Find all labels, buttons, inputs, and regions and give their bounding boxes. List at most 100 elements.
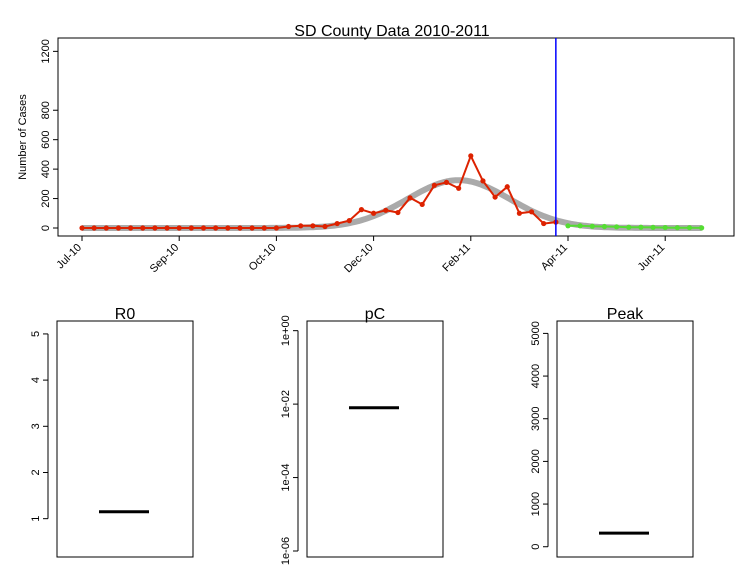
box-y-tick-label: 4: [30, 377, 42, 383]
observed-data-point: [395, 209, 401, 216]
r0-panel: R0 1 2 3 4 5: [30, 306, 194, 558]
main-y-tick-label: 200: [40, 189, 52, 207]
box-y-tick-label: 3000: [530, 406, 542, 430]
future-data-point: [638, 224, 644, 230]
observed-data-point: [176, 225, 182, 231]
main-x-tick-label: Sep-10: [148, 242, 182, 276]
observed-data-point: [164, 225, 170, 231]
main-y-tick-label: 600: [40, 131, 52, 149]
observed-data-point: [261, 225, 267, 231]
observed-data-point: [334, 220, 340, 227]
observed-data-point: [128, 225, 134, 231]
peak-title: Peak: [607, 306, 644, 323]
main-x-tick-label: Jun-11: [636, 242, 668, 274]
future-data-point: [699, 225, 705, 231]
r0-plot-frame: [56, 320, 194, 558]
observed-data-point: [213, 225, 219, 231]
peak-panel: Peak 0 1000 2000 3000 4000 5000: [530, 306, 694, 558]
r0-title: R0: [115, 306, 136, 323]
future-data-point: [614, 224, 620, 230]
box-y-tick-label: 1e+00: [280, 315, 292, 346]
future-data-point: [662, 224, 668, 231]
main-x-tick-label: Dec-10: [342, 242, 376, 276]
observed-data-point: [140, 225, 146, 231]
observed-data-point: [492, 194, 498, 200]
observed-data-point: [541, 220, 547, 227]
main-y-axis-label: Number of Cases: [17, 94, 29, 180]
observed-data-point: [91, 225, 97, 231]
future-data-point: [674, 225, 680, 231]
case-series: [79, 153, 705, 231]
observed-data-point: [456, 185, 462, 191]
future-data-point: [589, 223, 595, 229]
box-y-tick-label: 4000: [530, 364, 542, 388]
observed-data-point: [346, 218, 352, 224]
pc-panel: pC 1e-06 1e-04 1e-02 1e+00: [280, 306, 444, 565]
observed-data-point: [468, 153, 474, 159]
observed-data-point: [200, 225, 207, 231]
r0-y-axis: 1 2 3 4 5: [30, 331, 49, 522]
observed-data-point: [419, 201, 425, 208]
main-y-tick-label: 800: [40, 101, 52, 119]
future-data-point: [626, 224, 632, 230]
main-y-tick-label: 1200: [40, 39, 52, 63]
main-x-tick-label: Oct-10: [247, 242, 279, 274]
peak-plot-frame: [556, 320, 694, 558]
observed-data-point: [480, 178, 486, 184]
observed-data-point: [273, 225, 279, 231]
main-x-axis: Jul-10 Sep-10 Oct-10 Dec-10 Feb-11 Apr-11 Jun-…: [54, 235, 668, 276]
main-y-axis: 0 200 400 600 800 1200: [40, 39, 59, 231]
box-y-tick-label: 1: [30, 516, 42, 522]
box-y-tick-label: 0: [530, 544, 542, 550]
box-y-tick-label: 3: [30, 423, 42, 429]
future-data-point: [686, 225, 693, 231]
future-data-point: [601, 223, 608, 230]
fitted-curve: [82, 177, 702, 231]
observed-data-point: [383, 207, 389, 213]
future-data-point: [577, 223, 583, 229]
box-y-tick-label: 5000: [530, 321, 542, 345]
box-y-tick-label: 1e-02: [280, 390, 292, 418]
main-chart: SD County Data 2010-2011 Number of Cases…: [17, 23, 735, 276]
observed-data-point: [115, 225, 122, 231]
observed-series-line: [82, 153, 557, 229]
future-data-point: [650, 224, 656, 231]
main-y-tick-label: 0: [40, 225, 52, 231]
observed-data-point: [298, 223, 304, 229]
box-y-tick-label: 2000: [530, 449, 542, 473]
fitted-curve-line: [82, 177, 702, 231]
observed-data-point: [431, 182, 437, 188]
observed-data-point: [237, 225, 243, 231]
box-y-tick-label: 2: [30, 469, 42, 475]
box-y-tick-label: 1e-04: [280, 463, 292, 491]
observed-data-point: [152, 225, 158, 231]
main-chart-title: SD County Data 2010-2011: [294, 23, 489, 40]
observed-data-point: [103, 225, 109, 231]
observed-data-point: [407, 195, 413, 201]
observed-data-point: [443, 179, 450, 185]
observed-data-point: [249, 225, 255, 231]
box-y-tick-label: 1000: [530, 492, 542, 516]
observed-data-point: [528, 209, 535, 215]
observed-data-point: [79, 225, 85, 231]
main-x-tick-label: Jul-10: [54, 242, 84, 272]
main-x-tick-label: Feb-11: [440, 242, 473, 275]
pc-plot-frame: [306, 320, 444, 558]
observed-data-point: [225, 225, 231, 231]
observed-data-point: [285, 223, 292, 230]
pc-y-axis: 1e-06 1e-04 1e-02 1e+00: [280, 315, 299, 565]
main-y-tick-label: 400: [40, 160, 52, 178]
observed-data-point: [516, 210, 523, 216]
box-y-tick-label: 5: [30, 331, 42, 337]
observed-data-point: [310, 223, 316, 229]
observed-data-point: [358, 207, 365, 213]
observed-data-point: [322, 223, 328, 230]
observed-data-point: [188, 225, 194, 231]
peak-y-axis: 0 1000 2000 3000 4000 5000: [530, 321, 549, 550]
future-data-point: [565, 223, 571, 229]
box-y-tick-label: 1e-06: [280, 537, 292, 565]
pc-title: pC: [365, 306, 385, 323]
observed-data-point: [371, 210, 377, 216]
main-x-tick-label: Apr-11: [539, 242, 570, 273]
